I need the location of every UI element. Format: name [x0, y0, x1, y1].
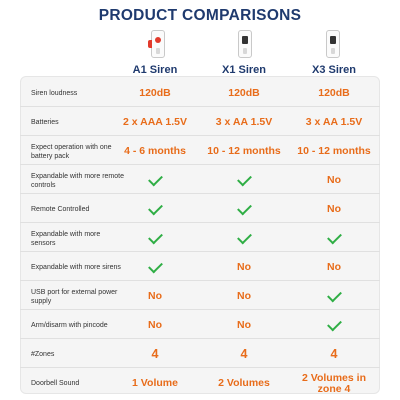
row-label: Expandable with more sensors: [31, 230, 101, 247]
row-label: Expandable with more sirens: [31, 264, 121, 271]
check-icon: [204, 196, 284, 223]
column-header-x1: X1 Siren: [221, 64, 267, 76]
row-label: #Zones: [31, 351, 55, 358]
check-icon: [204, 225, 284, 252]
column-header-x3: X3 Siren: [311, 64, 357, 76]
x3-siren-image: [326, 30, 340, 58]
table-cell: 2 x AAA 1.5V: [123, 116, 187, 128]
check-icon: [294, 283, 374, 310]
table-cell: No: [237, 319, 251, 331]
row-label: USB port for external power supply: [31, 288, 118, 305]
comparison-table: [20, 76, 380, 394]
row-label: Doorbell Sound: [31, 380, 80, 387]
table-cell: No: [237, 290, 251, 302]
check-icon: [204, 167, 284, 194]
table-cell: No: [148, 319, 162, 331]
check-icon: [115, 225, 195, 252]
x1-siren-image: [238, 30, 252, 58]
row-label: Remote Controlled: [31, 206, 90, 213]
table-cell: 4: [330, 347, 338, 361]
row-label: Arm/disarm with pincode: [31, 322, 108, 329]
table-cell: 120dB: [139, 87, 171, 99]
table-row: Expect operation with one battery pack 4 …: [20, 138, 380, 165]
table-cell: No: [237, 261, 251, 273]
check-icon: [294, 225, 374, 252]
check-icon: [115, 196, 195, 223]
table-row: Doorbell Sound 1 Volume 2 Volumes 2 Volumes…: [20, 370, 380, 397]
table-row: Expandable with more sensors: [20, 225, 380, 252]
table-cell: 120dB: [228, 87, 260, 99]
table-cell: 2 Volumes: [218, 377, 270, 389]
row-label: Batteries: [31, 119, 59, 126]
check-icon: [115, 167, 195, 194]
table-cell: 1 Volume: [132, 377, 178, 389]
table-cell: 4 - 6 months: [124, 145, 186, 157]
table-cell: 4: [240, 347, 248, 361]
table-cell: 3 x AA 1.5V: [215, 116, 273, 128]
check-icon: [294, 312, 374, 339]
table-row: Siren loudness 120dB 120dB 120dB: [20, 80, 380, 107]
table-cell: No: [327, 203, 341, 215]
table-row: Batteries 2 x AAA 1.5V 3 x AA 1.5V 3 x AA 1…: [20, 109, 380, 136]
check-icon: [115, 254, 195, 281]
table-row: #Zones 4 4 4: [20, 341, 380, 368]
row-label: Siren loudness: [31, 90, 78, 97]
table-cell: 10 - 12 months: [207, 145, 281, 157]
table-row: Expandable with more remote controls No: [20, 167, 380, 194]
table-cell: 10 - 12 months: [297, 145, 371, 157]
table-cell: No: [148, 290, 162, 302]
table-row: Arm/disarm with pincode No No: [20, 312, 380, 339]
row-label: Expect operation with one battery pack: [31, 143, 112, 160]
a1-siren-image: [148, 30, 165, 58]
table-cell: 2 Volumes in zone 4: [302, 371, 366, 395]
table-cell: 4: [151, 347, 159, 361]
table-row: Remote Controlled No: [20, 196, 380, 223]
table-cell: No: [327, 261, 341, 273]
table-cell: No: [327, 174, 341, 186]
table-cell: 120dB: [318, 87, 350, 99]
table-row: Expandable with more sirens No No: [20, 254, 380, 281]
column-header-a1: A1 Siren: [132, 64, 178, 76]
page-title: PRODUCT COMPARISONS: [98, 7, 302, 24]
row-label: Expandable with more remote controls: [31, 172, 124, 189]
table-cell: 3 x AA 1.5V: [305, 116, 363, 128]
table-row: USB port for external power supply No No: [20, 283, 380, 310]
